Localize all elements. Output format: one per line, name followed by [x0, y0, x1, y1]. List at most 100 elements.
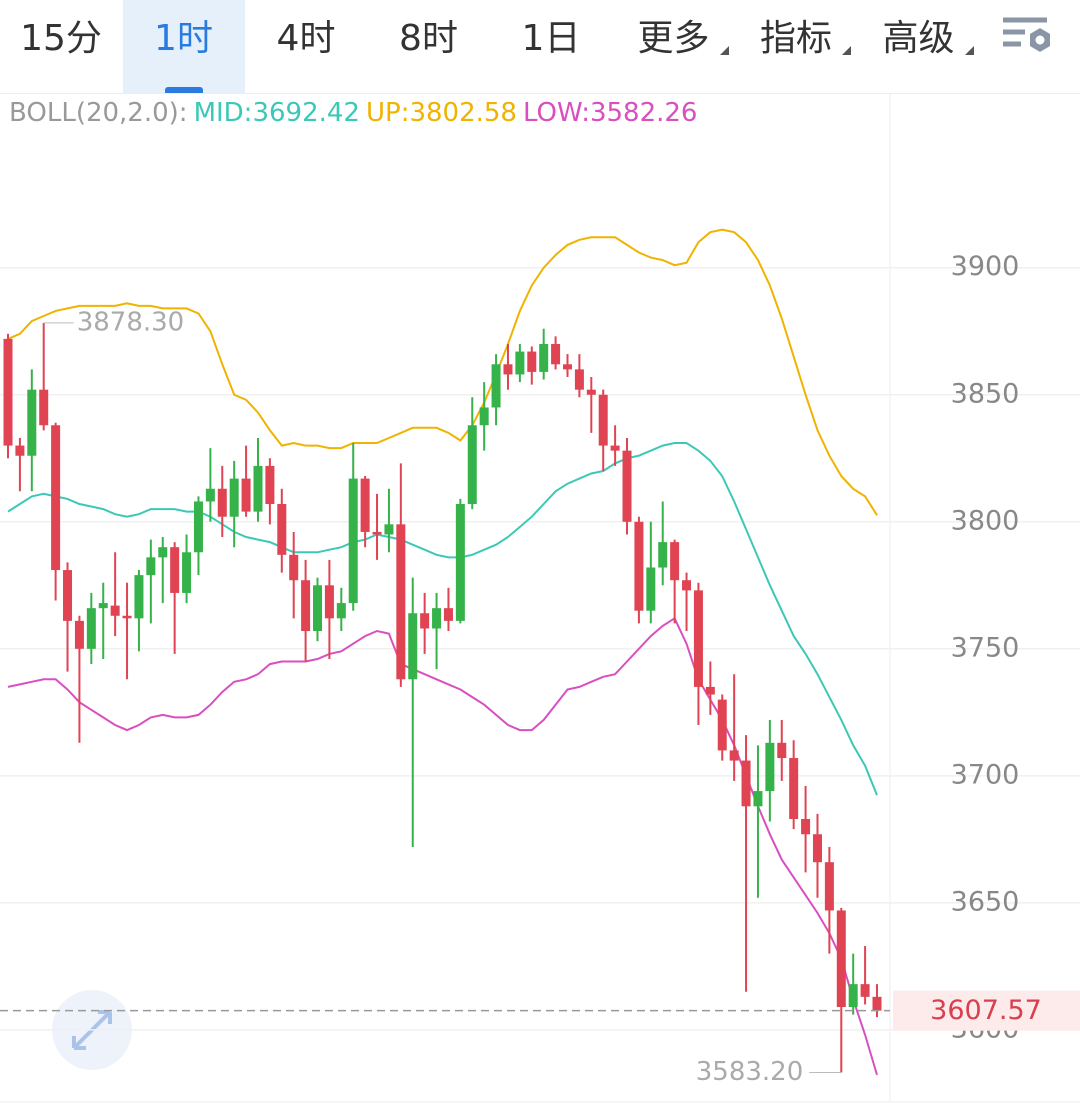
candle-body	[610, 445, 620, 451]
legend-name: UP:	[365, 98, 410, 128]
candle-body	[693, 590, 703, 687]
candle-body	[515, 351, 525, 375]
candle-body	[634, 521, 644, 611]
y-tick-label: 3750	[951, 632, 1020, 663]
candle-body	[872, 996, 882, 1011]
annotation-label: 3583.20	[696, 1057, 804, 1087]
candle-body	[205, 488, 215, 502]
legend-name: MID:	[193, 98, 253, 128]
candle-body	[27, 389, 37, 456]
candle-body	[443, 608, 453, 621]
settings-icon[interactable]	[1000, 16, 1060, 66]
legend-entry: UP:3802.58	[366, 98, 517, 128]
candle-body	[622, 450, 632, 522]
last-price-box	[893, 990, 1080, 1031]
candle-body	[229, 478, 239, 517]
candle-body	[253, 465, 263, 512]
candle-body	[217, 488, 227, 517]
candle-body	[134, 575, 144, 619]
dropdown-arrow	[842, 46, 851, 55]
indicator-legend: BOLL(20,2.0): MID:3692.42 UP:3802.58 LOW:35…	[9, 98, 703, 128]
candle-body	[3, 338, 13, 446]
candle-body	[705, 686, 715, 695]
tab[interactable]: 8时	[399, 18, 458, 59]
last-price-label: 3607.57	[930, 995, 1042, 1026]
legend-name: LOW:	[522, 98, 590, 128]
tab[interactable]: 4时	[276, 18, 336, 59]
candle-body	[836, 910, 846, 1008]
legend-value: 3802.58	[409, 98, 517, 128]
tab[interactable]: 指标	[735, 0, 857, 93]
candle-body	[39, 389, 49, 426]
legend-entry: MID:3692.42	[194, 98, 360, 128]
annotation-label: 3878.30	[77, 307, 185, 337]
y-tick-label: 3900	[951, 251, 1020, 282]
candle-body	[717, 699, 727, 751]
candle-body	[765, 742, 775, 792]
legend-value: 3692.42	[252, 98, 360, 128]
candle-body	[527, 351, 537, 372]
tab[interactable]: 1时	[122, 0, 245, 93]
candle-body	[467, 425, 477, 505]
y-tick-label: 3800	[951, 505, 1020, 536]
candle-body	[824, 862, 834, 911]
candle-body	[74, 620, 84, 649]
candle-body	[265, 465, 275, 505]
dropdown-arrow	[719, 46, 729, 55]
candle-body	[324, 585, 334, 619]
candle-body	[110, 605, 120, 616]
candle-body	[646, 567, 656, 611]
boll-line	[7, 442, 878, 796]
candle-body	[146, 557, 156, 576]
candle-body	[432, 608, 442, 629]
candle-body	[63, 570, 73, 621]
candle-body	[551, 343, 561, 365]
candle-body	[336, 603, 346, 619]
boll-line	[7, 616, 878, 1076]
tab[interactable]: 1日	[521, 18, 581, 59]
candle-body	[193, 501, 203, 553]
candle-body	[122, 615, 132, 619]
candle-body	[801, 819, 811, 835]
candle-body	[98, 603, 108, 609]
y-tick-label: 3650	[951, 886, 1020, 917]
candle-body	[301, 580, 311, 632]
candle-body	[420, 613, 430, 629]
candle-body	[86, 608, 96, 649]
candle-body	[729, 750, 739, 761]
candle-body	[277, 504, 287, 555]
y-tick-label: 3850	[951, 378, 1020, 409]
candle-body	[15, 445, 25, 456]
candle-body	[408, 613, 418, 680]
indicator-name: BOLL(20,2.0):	[9, 98, 188, 128]
candle-body	[241, 478, 251, 512]
candle-body	[348, 478, 358, 604]
tab[interactable]: 15分	[20, 18, 102, 59]
candle-body	[289, 554, 299, 581]
candle-body	[848, 984, 858, 1008]
candle-body	[491, 364, 501, 408]
timeframe-tabs: 15分 1时 4时 8时 1日 更多 指标 高级	[0, 0, 1080, 94]
tab[interactable]: 高级	[858, 0, 980, 93]
candle-body	[372, 531, 382, 535]
y-tick-label: 3700	[951, 759, 1020, 790]
candle-body	[170, 547, 180, 593]
candle-body	[479, 407, 489, 426]
candle-body	[682, 580, 692, 591]
candle-body	[360, 478, 370, 532]
candle-body	[812, 834, 822, 863]
tab[interactable]: 更多	[613, 0, 735, 93]
candle-body	[158, 547, 168, 558]
candle-body	[586, 389, 596, 395]
candle-body	[313, 585, 323, 632]
candle-body	[741, 760, 751, 807]
candle-body	[753, 791, 763, 807]
candle-body	[777, 742, 787, 759]
dropdown-arrow	[964, 46, 974, 55]
candle-body	[51, 425, 61, 571]
candle-body	[384, 524, 394, 535]
candle-body	[396, 524, 406, 680]
candle-body	[658, 542, 668, 568]
boll-line	[7, 228, 878, 516]
